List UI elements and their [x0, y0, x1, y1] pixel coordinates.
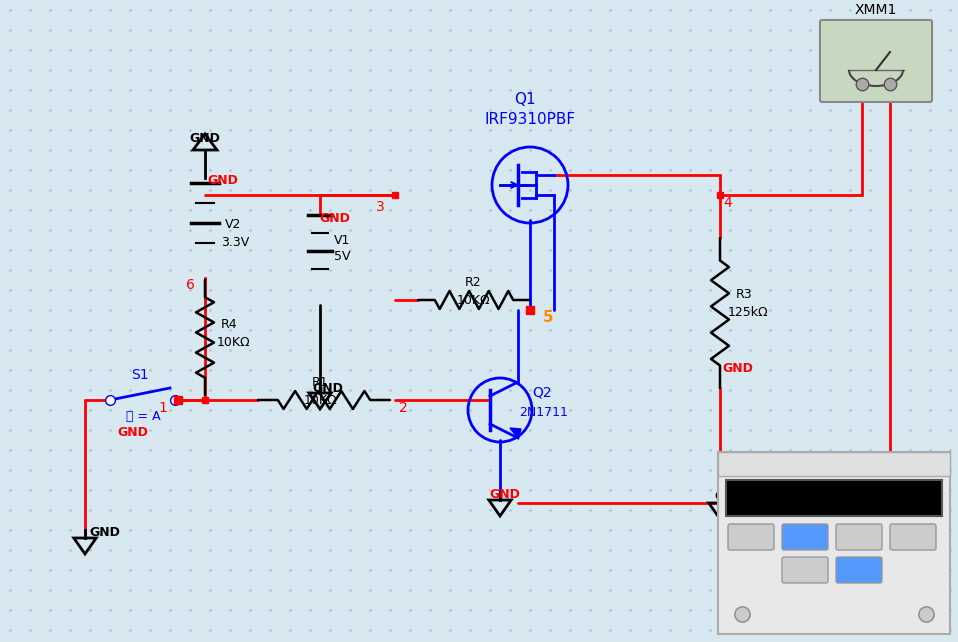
- FancyBboxPatch shape: [782, 557, 828, 583]
- Text: 6: 6: [186, 278, 194, 292]
- Text: GND: GND: [89, 526, 121, 539]
- Polygon shape: [510, 428, 521, 438]
- Text: -: -: [931, 593, 936, 607]
- Text: GND: GND: [208, 173, 239, 186]
- FancyBboxPatch shape: [718, 452, 950, 476]
- Text: V1: V1: [333, 234, 351, 247]
- Text: -: -: [892, 71, 896, 81]
- Text: ×: ×: [932, 457, 944, 471]
- Text: V: V: [801, 530, 810, 544]
- Text: 5: 5: [542, 311, 554, 325]
- Text: ~: ~: [799, 563, 810, 577]
- Text: IRF9310PBF: IRF9310PBF: [485, 112, 576, 128]
- Text: GND: GND: [722, 361, 753, 374]
- FancyBboxPatch shape: [718, 452, 950, 634]
- Text: 3.3V: 3.3V: [221, 236, 249, 250]
- Text: 4: 4: [723, 196, 732, 210]
- Text: 2N1711: 2N1711: [519, 406, 568, 419]
- FancyBboxPatch shape: [836, 524, 882, 550]
- Text: V2: V2: [225, 218, 241, 232]
- Text: 5V: 5V: [333, 250, 351, 263]
- Text: 万用表-XMM1: 万用表-XMM1: [781, 458, 845, 471]
- Text: 10KΩ: 10KΩ: [303, 394, 337, 406]
- Text: —: —: [852, 563, 866, 577]
- Text: R4: R4: [220, 318, 238, 331]
- Text: R3: R3: [736, 288, 752, 302]
- Text: GND: GND: [312, 381, 343, 394]
- Text: 2: 2: [399, 401, 407, 415]
- FancyBboxPatch shape: [820, 20, 932, 102]
- Text: R1: R1: [311, 376, 329, 390]
- Text: +: +: [728, 593, 740, 607]
- FancyBboxPatch shape: [728, 524, 774, 550]
- Text: GND: GND: [320, 211, 351, 225]
- FancyBboxPatch shape: [890, 524, 936, 550]
- Text: dB: dB: [904, 530, 922, 544]
- FancyBboxPatch shape: [782, 524, 828, 550]
- Text: +: +: [854, 71, 863, 81]
- Text: A: A: [746, 530, 755, 544]
- Text: 黑果小师弟: 黑果小师弟: [817, 610, 851, 620]
- Text: 125kΩ: 125kΩ: [728, 306, 768, 320]
- Text: S1: S1: [131, 368, 148, 382]
- Text: GND: GND: [190, 132, 220, 144]
- Text: GND: GND: [118, 426, 148, 438]
- Text: Q1: Q1: [514, 92, 536, 107]
- Text: 10KΩ: 10KΩ: [456, 293, 490, 306]
- Text: GND: GND: [715, 490, 745, 503]
- Text: R2: R2: [465, 277, 481, 290]
- Text: 3: 3: [376, 200, 384, 214]
- Text: 4.756 V: 4.756 V: [796, 489, 872, 507]
- Text: Ω: Ω: [855, 530, 864, 544]
- Text: 1: 1: [159, 401, 168, 415]
- Text: 10KΩ: 10KΩ: [217, 336, 250, 349]
- Text: GND: GND: [490, 487, 520, 501]
- FancyBboxPatch shape: [836, 557, 882, 583]
- Text: Q2: Q2: [533, 386, 552, 400]
- FancyBboxPatch shape: [726, 480, 942, 516]
- Text: XMM1: XMM1: [855, 3, 898, 17]
- Text: 键 = A: 键 = A: [125, 410, 160, 424]
